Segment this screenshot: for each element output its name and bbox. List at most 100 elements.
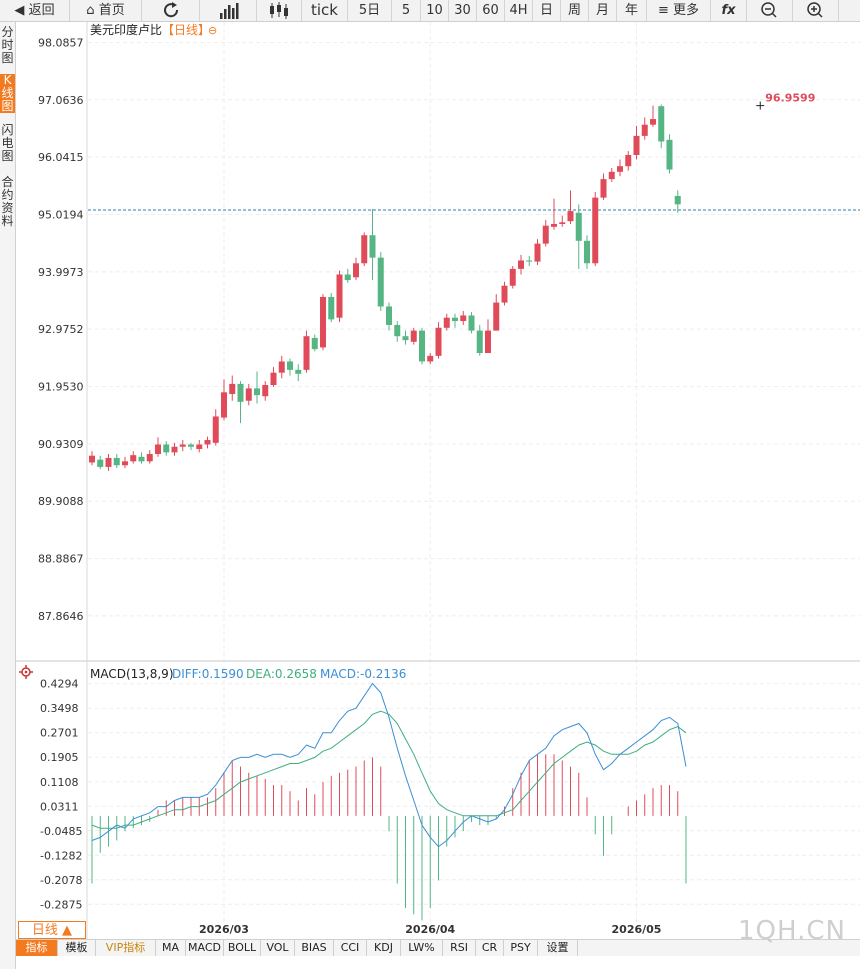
back-button[interactable]: ◀ 返回 xyxy=(0,0,70,21)
candle xyxy=(641,117,648,140)
indicator-tab[interactable]: 指标 xyxy=(16,940,58,956)
chart-area[interactable]: 98.0857 97.0636 96.0415 95.0194 93.9973 92.97… xyxy=(0,22,860,939)
candle-body xyxy=(625,154,632,167)
zoom-in-button[interactable] xyxy=(793,0,839,21)
boll-tab[interactable]: BOLL xyxy=(224,940,261,956)
candle-body xyxy=(204,440,211,445)
candle xyxy=(658,104,665,149)
ma-tab[interactable]: MA xyxy=(156,940,186,956)
candle xyxy=(452,313,458,328)
candle xyxy=(592,192,599,267)
vip-indicator-tab[interactable]: VIP指标 xyxy=(96,940,156,956)
formula-button[interactable]: fx xyxy=(711,0,747,21)
period-selector[interactable]: 日线 ▲ xyxy=(18,921,86,939)
candle xyxy=(105,454,112,471)
zoom-in-icon xyxy=(807,2,823,18)
more-button[interactable]: ≡ 更多 xyxy=(647,0,711,21)
tab-candlestick[interactable]: K线图 xyxy=(0,73,15,113)
chart-symbol: 美元印度卢比 xyxy=(90,22,162,37)
candle-body xyxy=(89,455,95,463)
candle xyxy=(295,364,302,382)
candle-body xyxy=(138,456,145,462)
y-tick-label: 98.0857 xyxy=(38,36,84,49)
candlestick-button[interactable] xyxy=(257,0,302,21)
candle-body xyxy=(179,444,186,447)
candle xyxy=(394,321,401,342)
candle-body xyxy=(600,179,607,198)
y-tick-label: -0.2875 xyxy=(40,898,82,911)
candle-body xyxy=(460,315,467,322)
interval-30-button[interactable]: 30 xyxy=(449,0,477,21)
y-tick-label: 88.8867 xyxy=(38,553,84,566)
refresh-button[interactable] xyxy=(142,0,200,21)
candle xyxy=(130,451,137,464)
macd-hist-value: MACD:-0.2136 xyxy=(320,667,406,681)
candle-body xyxy=(443,317,450,328)
psy-tab[interactable]: PSY xyxy=(504,940,538,956)
candle xyxy=(608,167,615,182)
candle-body xyxy=(278,361,285,373)
candle xyxy=(485,319,491,354)
candle-body xyxy=(608,171,615,180)
candle xyxy=(584,235,590,269)
candle-body xyxy=(641,124,648,136)
interval-5-button[interactable]: 5 xyxy=(392,0,421,21)
candle-body xyxy=(303,336,310,370)
bar-chart-button[interactable] xyxy=(200,0,257,21)
cci-tab[interactable]: CCI xyxy=(334,940,367,956)
interval-month-button[interactable]: 月 xyxy=(589,0,617,21)
interval-10-button[interactable]: 10 xyxy=(421,0,449,21)
y-tick-label: 92.9752 xyxy=(38,323,84,336)
candle xyxy=(650,105,656,127)
vol-tab[interactable]: VOL xyxy=(261,940,295,956)
interval-day-button[interactable]: 日 xyxy=(533,0,561,21)
tab-time-sharing[interactable]: 分时图 xyxy=(1,25,14,65)
candle xyxy=(361,232,368,267)
back-icon: ◀ xyxy=(14,3,25,18)
candle-body xyxy=(452,317,458,322)
y-tick-label: 87.8646 xyxy=(38,610,84,623)
lw-tab[interactable]: LW% xyxy=(401,940,443,956)
zoom-out-button[interactable] xyxy=(747,0,793,21)
bias-tab[interactable]: BIAS xyxy=(295,940,334,956)
tick-button[interactable]: tick xyxy=(302,0,348,21)
cr-tab[interactable]: CR xyxy=(476,940,504,956)
candle-body xyxy=(155,444,161,455)
kdj-tab[interactable]: KDJ xyxy=(367,940,401,956)
candle-body xyxy=(221,392,227,418)
candle-body xyxy=(501,285,508,303)
candle xyxy=(311,334,318,352)
rsi-tab[interactable]: RSI xyxy=(443,940,476,956)
candle-body xyxy=(113,457,120,466)
tab-contract-info[interactable]: 合约资料 xyxy=(1,175,14,228)
settings-tab[interactable]: 设置 xyxy=(538,940,578,956)
sidebar: 分时图 K线图 闪电图 合约资料 xyxy=(0,22,16,969)
high-price-label: 96.9599 xyxy=(765,92,815,105)
x-axis: 2026/03 2026/04 2026/05 xyxy=(199,923,661,936)
template-tab[interactable]: 模板 xyxy=(58,940,96,956)
menu-icon: ≡ xyxy=(657,3,669,18)
candle xyxy=(575,204,582,269)
collapse-icon[interactable]: ⊖ xyxy=(208,24,217,37)
candle xyxy=(542,220,549,247)
home-button[interactable]: ⌂ 首页 xyxy=(70,0,142,21)
tab-flash[interactable]: 闪电图 xyxy=(1,123,14,163)
candle xyxy=(377,252,384,311)
interval-4h-button[interactable]: 4H xyxy=(505,0,533,21)
y-tick-label: 0.1108 xyxy=(40,776,79,789)
interval-60-button[interactable]: 60 xyxy=(477,0,505,21)
candle-body xyxy=(633,135,640,155)
five-day-button[interactable]: 5日 xyxy=(348,0,392,21)
candle-body xyxy=(245,388,252,401)
y-tick-label: 0.1905 xyxy=(40,751,79,764)
candle xyxy=(427,353,434,365)
candle xyxy=(353,257,359,281)
macd-tab[interactable]: MACD xyxy=(186,940,224,956)
candle xyxy=(138,452,145,464)
interval-year-button[interactable]: 年 xyxy=(617,0,647,21)
candle xyxy=(369,208,376,281)
candle-body xyxy=(666,139,673,170)
interval-week-button[interactable]: 周 xyxy=(561,0,589,21)
macd-dea-value: DEA:0.2658 xyxy=(246,667,317,681)
gear-icon[interactable] xyxy=(19,665,33,679)
